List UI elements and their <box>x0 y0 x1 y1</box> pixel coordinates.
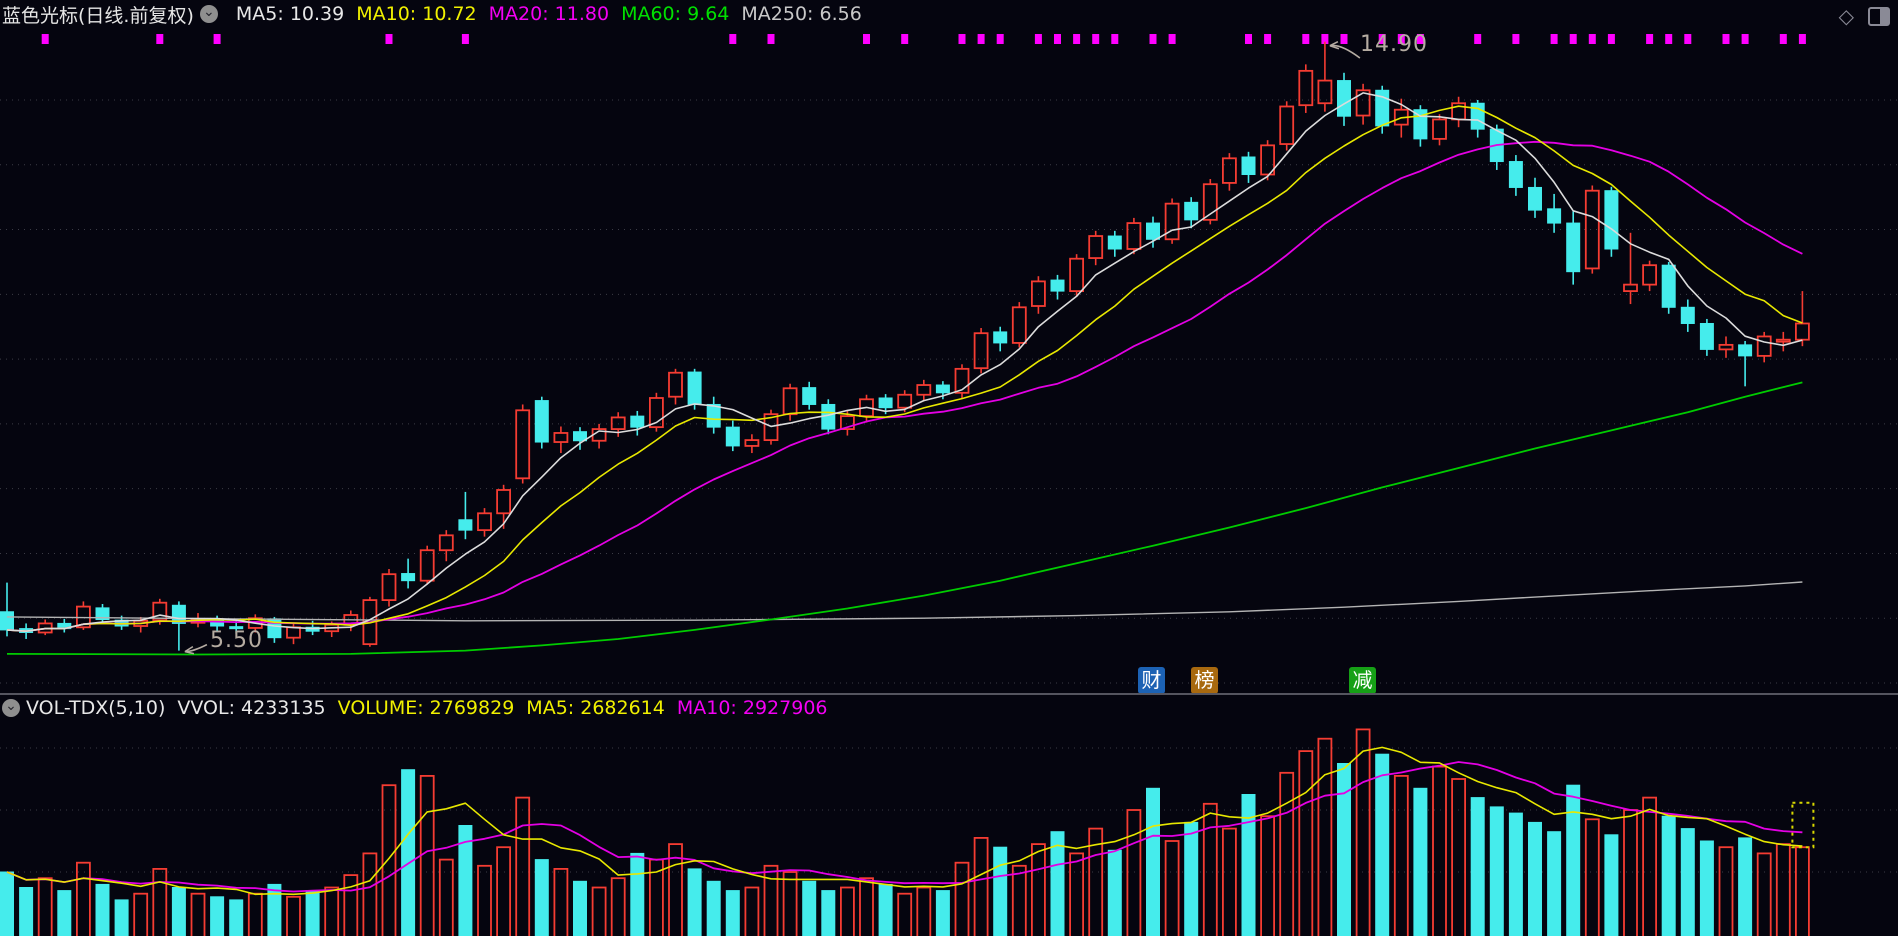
high-price-label: 14.90 <box>1360 32 1428 57</box>
ma250-line <box>6 581 1803 622</box>
signal-dots <box>41 34 1806 44</box>
main-indicator-header: 蓝色光标(日线.前复权) ⌄ MA5: 10.39 MA10: 10.72 MA… <box>0 0 1898 28</box>
ma20-readout: MA20: 11.80 <box>488 3 610 25</box>
finance-report-badge[interactable]: 财 <box>1138 667 1165 694</box>
collapse-chevron-icon[interactable]: ⌄ <box>199 5 218 23</box>
ranking-badge[interactable]: 榜 <box>1191 667 1218 694</box>
vvol-readout: VVOL: 4233135 <box>177 697 326 719</box>
split-panel-icon[interactable] <box>1868 6 1890 26</box>
ma250-readout: MA250: 6.56 <box>741 3 862 25</box>
candlesticks <box>0 41 1810 651</box>
vvol-projection-box <box>1791 801 1815 849</box>
ma5-line <box>6 92 1803 633</box>
stock-title: 蓝色光标(日线.前复权) <box>2 4 194 27</box>
low-price-label: 5.50 <box>210 628 263 653</box>
collapse-chevron-icon[interactable]: ⌄ <box>2 699 20 717</box>
volume-indicator-header: ⌄ VOL-TDX(5,10) VVOL: 4233135 VOLUME: 27… <box>0 697 828 719</box>
ma60-line <box>6 381 1803 656</box>
ma60-readout: MA60: 9.64 <box>621 3 730 25</box>
pane-divider[interactable] <box>0 693 1898 695</box>
vol-ma10-readout: MA10: 2927906 <box>676 697 828 719</box>
holder-reduction-badge[interactable]: 减 <box>1349 667 1376 694</box>
vol-ma5-line <box>6 746 1803 896</box>
ma10-line <box>6 105 1803 633</box>
vol-ma10-line <box>6 761 1803 893</box>
ma20-line <box>6 140 1803 633</box>
ma10-readout: MA10: 10.72 <box>356 3 477 25</box>
volume-readout: VOLUME: 2769829 <box>337 697 515 719</box>
volume-chart[interactable] <box>0 695 1898 936</box>
diamond-icon[interactable]: ◇ <box>1838 4 1854 28</box>
main-price-chart[interactable] <box>0 28 1898 695</box>
window-tools: ◇ <box>1839 4 1890 28</box>
vol-indicator-title: VOL-TDX(5,10) <box>26 697 166 719</box>
volume-bars <box>0 728 1810 936</box>
ma5-readout: MA5: 10.39 <box>235 3 345 25</box>
vol-ma5-readout: MA5: 2682614 <box>526 697 665 719</box>
annotation-arrows <box>184 40 1361 655</box>
